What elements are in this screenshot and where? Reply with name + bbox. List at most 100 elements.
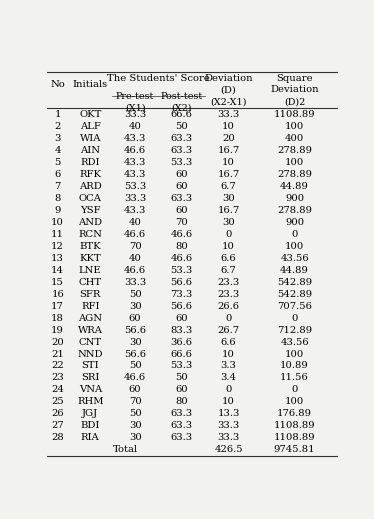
Text: 5: 5: [55, 158, 61, 167]
Text: 542.89: 542.89: [277, 278, 312, 286]
Text: 9: 9: [55, 206, 61, 215]
Text: 28: 28: [51, 433, 64, 442]
Text: 50: 50: [129, 290, 141, 298]
Text: 50: 50: [129, 362, 141, 371]
Text: 63.3: 63.3: [171, 194, 193, 202]
Text: 14: 14: [51, 266, 64, 275]
Text: 100: 100: [285, 158, 304, 167]
Text: RFK: RFK: [79, 170, 101, 179]
Text: 100: 100: [285, 398, 304, 406]
Text: 53.3: 53.3: [171, 158, 193, 167]
Text: BDI: BDI: [80, 421, 100, 430]
Text: 40: 40: [129, 122, 142, 131]
Text: 43.56: 43.56: [280, 337, 309, 347]
Text: 10: 10: [222, 122, 235, 131]
Text: 73.3: 73.3: [171, 290, 193, 298]
Text: 83.3: 83.3: [171, 325, 193, 335]
Text: Total: Total: [113, 445, 138, 455]
Text: 80: 80: [175, 242, 188, 251]
Text: 6.6: 6.6: [221, 337, 236, 347]
Text: 46.6: 46.6: [171, 254, 193, 263]
Text: 44.89: 44.89: [280, 266, 309, 275]
Text: 26.7: 26.7: [218, 325, 240, 335]
Text: ARD: ARD: [79, 182, 102, 190]
Text: VNA: VNA: [79, 386, 102, 394]
Text: 23.3: 23.3: [218, 290, 240, 298]
Text: 53.3: 53.3: [124, 182, 146, 190]
Text: WIA: WIA: [80, 134, 101, 143]
Text: 60: 60: [129, 313, 141, 322]
Text: 60: 60: [175, 170, 188, 179]
Text: AGN: AGN: [78, 313, 102, 322]
Text: 60: 60: [175, 182, 188, 190]
Text: Square
Deviation: Square Deviation: [270, 74, 319, 94]
Text: 3: 3: [55, 134, 61, 143]
Text: 26: 26: [51, 409, 64, 418]
Text: RDI: RDI: [80, 158, 100, 167]
Text: 12: 12: [51, 242, 64, 251]
Text: 100: 100: [285, 122, 304, 131]
Text: Deviation
(D): Deviation (D): [204, 74, 253, 94]
Text: 10: 10: [222, 398, 235, 406]
Text: 46.6: 46.6: [171, 229, 193, 239]
Text: 60: 60: [175, 386, 188, 394]
Text: 63.3: 63.3: [171, 433, 193, 442]
Text: 3.4: 3.4: [221, 374, 237, 383]
Text: 7: 7: [55, 182, 61, 190]
Text: 900: 900: [285, 217, 304, 227]
Text: Pre-test
(X1): Pre-test (X1): [116, 92, 154, 112]
Text: 53.3: 53.3: [171, 362, 193, 371]
Text: 6: 6: [55, 170, 61, 179]
Text: 1108.89: 1108.89: [274, 421, 315, 430]
Text: 0: 0: [291, 386, 298, 394]
Text: 9745.81: 9745.81: [274, 445, 315, 455]
Text: 50: 50: [175, 374, 188, 383]
Text: 70: 70: [129, 242, 141, 251]
Text: 25: 25: [51, 398, 64, 406]
Text: 43.3: 43.3: [124, 134, 146, 143]
Text: 6.7: 6.7: [221, 182, 236, 190]
Text: (D)2: (D)2: [284, 98, 305, 107]
Text: 44.89: 44.89: [280, 182, 309, 190]
Text: 30: 30: [222, 194, 235, 202]
Text: CNT: CNT: [79, 337, 102, 347]
Text: 15: 15: [51, 278, 64, 286]
Text: 50: 50: [129, 409, 141, 418]
Text: 16.7: 16.7: [218, 170, 240, 179]
Text: SFR: SFR: [80, 290, 101, 298]
Text: 20: 20: [51, 337, 64, 347]
Text: Post-test
(X2): Post-test (X2): [160, 92, 203, 112]
Text: 63.3: 63.3: [171, 409, 193, 418]
Text: 11: 11: [51, 229, 64, 239]
Text: 30: 30: [222, 217, 235, 227]
Text: 46.6: 46.6: [124, 266, 146, 275]
Text: ALF: ALF: [80, 122, 101, 131]
Text: 56.6: 56.6: [171, 278, 193, 286]
Text: 0: 0: [226, 386, 232, 394]
Text: 36.6: 36.6: [171, 337, 193, 347]
Text: LNE: LNE: [79, 266, 101, 275]
Text: 0: 0: [291, 313, 298, 322]
Text: 70: 70: [129, 398, 141, 406]
Text: 6.7: 6.7: [221, 266, 236, 275]
Text: 30: 30: [129, 337, 141, 347]
Text: 30: 30: [129, 421, 141, 430]
Text: 10.89: 10.89: [280, 362, 309, 371]
Text: 23.3: 23.3: [218, 278, 240, 286]
Text: 542.89: 542.89: [277, 290, 312, 298]
Text: 43.56: 43.56: [280, 254, 309, 263]
Text: 1: 1: [54, 110, 61, 119]
Text: 33.3: 33.3: [124, 194, 146, 202]
Text: RIA: RIA: [81, 433, 99, 442]
Text: 19: 19: [51, 325, 64, 335]
Text: 11.56: 11.56: [280, 374, 309, 383]
Text: 43.3: 43.3: [124, 206, 146, 215]
Text: 278.89: 278.89: [277, 146, 312, 155]
Text: 63.3: 63.3: [171, 421, 193, 430]
Text: CHT: CHT: [79, 278, 102, 286]
Text: 50: 50: [175, 122, 188, 131]
Text: 10: 10: [51, 217, 64, 227]
Text: 30: 30: [129, 433, 141, 442]
Text: 66.6: 66.6: [171, 349, 193, 359]
Text: 10: 10: [222, 158, 235, 167]
